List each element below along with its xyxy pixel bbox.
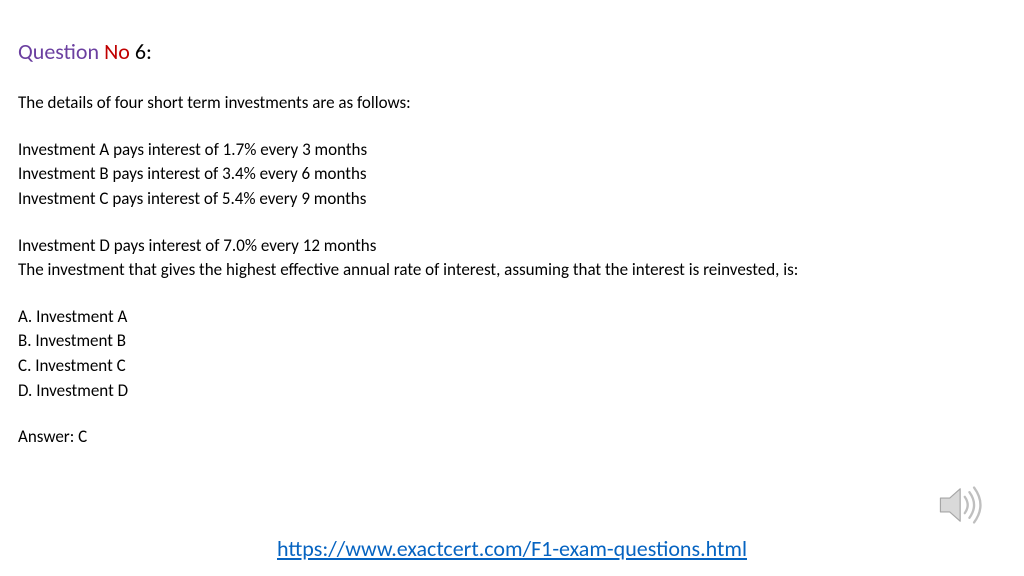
question-slide: Question No 6: The details of four short… (0, 0, 1024, 450)
option-b: B. Investment B (18, 329, 1006, 354)
footer-link-container: https://www.exactcert.com/F1-exam-questi… (0, 535, 1024, 562)
investments-group-1: Investment A pays interest of 1.7% every… (18, 138, 1006, 212)
answer-line: Answer: C (18, 425, 1006, 450)
investment-line: Investment D pays interest of 7.0% every… (18, 234, 1006, 259)
option-a: A. Investment A (18, 305, 1006, 330)
heading-no-word: No (104, 38, 130, 65)
heading-number: 6: (135, 38, 152, 65)
heading-question-word: Question (18, 38, 99, 65)
options-list: A. Investment A B. Investment B C. Inves… (18, 305, 1006, 404)
option-d: D. Investment D (18, 379, 1006, 404)
investment-line: Investment B pays interest of 3.4% every… (18, 162, 1006, 187)
option-c: C. Investment C (18, 354, 1006, 379)
answer-text: Answer: C (18, 425, 1006, 450)
source-link[interactable]: https://www.exactcert.com/F1-exam-questi… (277, 535, 747, 562)
intro-text: The details of four short term investmen… (18, 91, 1006, 116)
investment-line: Investment A pays interest of 1.7% every… (18, 138, 1006, 163)
investment-line: Investment C pays interest of 5.4% every… (18, 187, 1006, 212)
question-body: The details of four short term investmen… (18, 91, 1006, 450)
intro-paragraph: The details of four short term investmen… (18, 91, 1006, 116)
question-heading: Question No 6: (18, 38, 1006, 65)
question-prompt: The investment that gives the highest ef… (18, 258, 1006, 283)
speaker-icon (930, 476, 988, 534)
investments-group-2: Investment D pays interest of 7.0% every… (18, 234, 1006, 283)
